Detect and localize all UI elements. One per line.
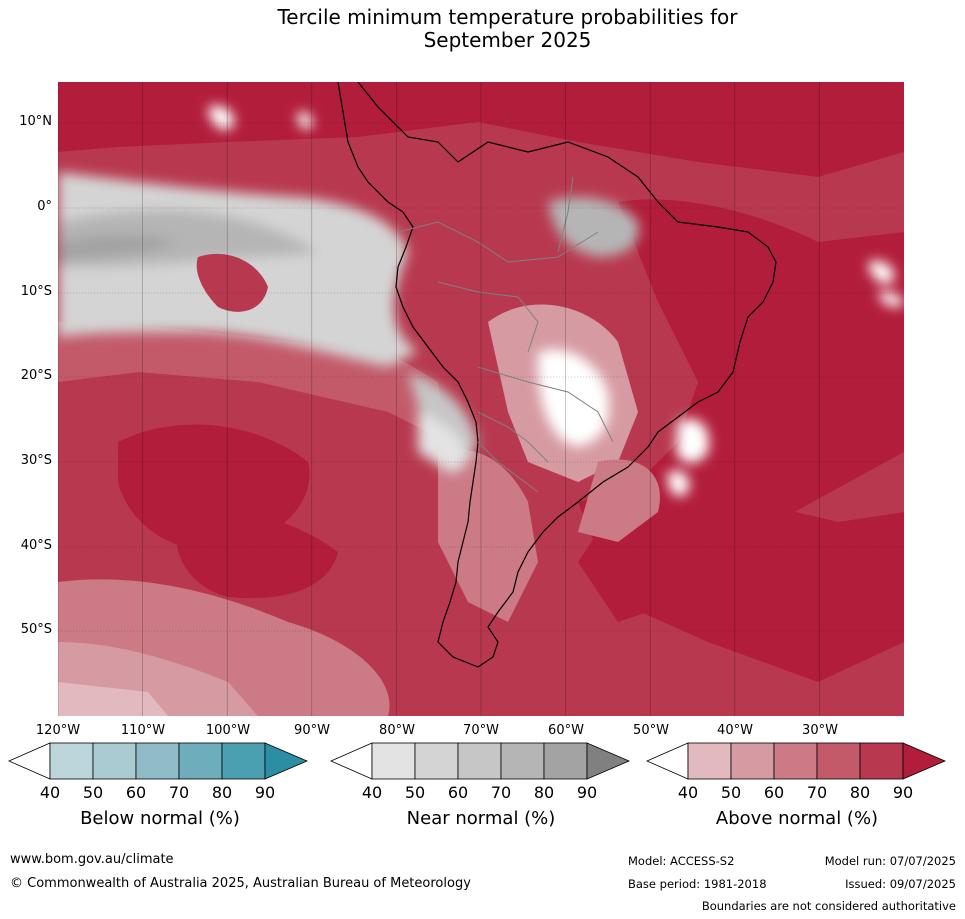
colorbar-tick-label: 90 bbox=[254, 783, 276, 802]
colorbar-tick-label: 40 bbox=[361, 783, 383, 802]
footer-base-period: Base period: 1981-2018 bbox=[628, 877, 767, 891]
colorbar-above-normal bbox=[646, 742, 947, 780]
map-title: Tercile minimum temperature probabilitie… bbox=[0, 6, 965, 52]
colorbar-over-triangle bbox=[264, 742, 309, 780]
footer-issued: Issued: 09/07/2025 bbox=[845, 877, 956, 891]
lon-label-70w: 70°W bbox=[463, 723, 499, 738]
colorbar-under-triangle bbox=[646, 742, 689, 780]
colorbar-tick-label: 50 bbox=[82, 783, 104, 802]
colorbar-segment bbox=[687, 742, 732, 780]
colorbar-segment bbox=[773, 742, 818, 780]
title-line-2: September 2025 bbox=[423, 28, 592, 52]
colorbar-segment bbox=[135, 742, 180, 780]
colorbar-tick-label: 70 bbox=[806, 783, 828, 802]
colorbar-tick-label: 70 bbox=[168, 783, 190, 802]
title-line-1: Tercile minimum temperature probabilitie… bbox=[277, 5, 738, 29]
colorbar-label-near-normal: Near normal (%) bbox=[406, 808, 556, 829]
colorbar-segment bbox=[92, 742, 137, 780]
colorbar-segment bbox=[371, 742, 416, 780]
lon-label-110w: 110°W bbox=[120, 723, 166, 738]
footer-disclaimer: Boundaries are not considered authoritat… bbox=[701, 899, 956, 913]
lat-label-10n: 10°N bbox=[19, 114, 52, 129]
lon-label-30w: 30°W bbox=[802, 723, 838, 738]
colorbar-tick-label: 70 bbox=[490, 783, 512, 802]
lat-label-40s: 40°S bbox=[20, 538, 52, 553]
lat-label-10s: 10°S bbox=[20, 284, 52, 299]
lat-label-0: 0° bbox=[37, 199, 52, 214]
footer-website: www.bom.gov.au/climate bbox=[10, 852, 174, 867]
colorbar-tick-label: 50 bbox=[404, 783, 426, 802]
lat-label-20s: 20°S bbox=[20, 368, 52, 383]
lon-label-90w: 90°W bbox=[294, 723, 330, 738]
colorbar-segment bbox=[457, 742, 502, 780]
lon-label-80w: 80°W bbox=[379, 723, 415, 738]
lat-gridlines bbox=[58, 122, 904, 632]
colorbar-tick-label: 90 bbox=[892, 783, 914, 802]
lat-label-50s: 50°S bbox=[20, 622, 52, 637]
probability-map bbox=[58, 82, 904, 716]
lon-gridlines bbox=[58, 82, 820, 716]
colorbar-segment bbox=[221, 742, 266, 780]
colorbar-segment bbox=[543, 742, 588, 780]
colorbar-near-normal bbox=[330, 742, 631, 780]
footer-model: Model: ACCESS-S2 bbox=[628, 854, 735, 868]
colorbar-tick-label: 80 bbox=[533, 783, 555, 802]
colorbar-over-triangle bbox=[902, 742, 947, 780]
footer-copyright: © Commonwealth of Australia 2025, Austra… bbox=[10, 876, 471, 891]
colorbar-label-above-normal: Above normal (%) bbox=[715, 808, 879, 829]
colorbar-over-triangle bbox=[586, 742, 631, 780]
colorbar-tick-label: 90 bbox=[576, 783, 598, 802]
colorbar-segment bbox=[414, 742, 459, 780]
colorbar-tick-label: 60 bbox=[125, 783, 147, 802]
colorbar-segment bbox=[816, 742, 861, 780]
lon-label-50w: 50°W bbox=[633, 723, 669, 738]
colorbar-tick-label: 50 bbox=[720, 783, 742, 802]
colorbar-segment bbox=[859, 742, 904, 780]
lat-label-30s: 30°S bbox=[20, 453, 52, 468]
colorbar-tick-label: 60 bbox=[447, 783, 469, 802]
below-40-zones bbox=[208, 105, 904, 497]
colorbar-tick-label: 80 bbox=[849, 783, 871, 802]
lon-label-40w: 40°W bbox=[717, 723, 753, 738]
colorbar-segment bbox=[730, 742, 775, 780]
footer-model-run: Model run: 07/07/2025 bbox=[824, 854, 956, 868]
colorbar-tick-label: 40 bbox=[677, 783, 699, 802]
colorbar-segment bbox=[500, 742, 545, 780]
lon-label-120w: 120°W bbox=[35, 723, 81, 738]
colorbar-segment bbox=[49, 742, 94, 780]
lon-label-100w: 100°W bbox=[205, 723, 251, 738]
colorbar-under-triangle bbox=[8, 742, 51, 780]
country-borders bbox=[397, 176, 614, 493]
colorbar-tick-label: 80 bbox=[211, 783, 233, 802]
lon-label-60w: 60°W bbox=[548, 723, 584, 738]
colorbar-tick-label: 40 bbox=[39, 783, 61, 802]
colorbar-label-below-normal: Below normal (%) bbox=[80, 808, 240, 829]
colorbar-below-normal bbox=[8, 742, 309, 780]
coastline-south-america bbox=[337, 82, 777, 668]
colorbar-segment bbox=[178, 742, 223, 780]
pacific-warm-patch bbox=[196, 253, 268, 312]
colorbar-tick-label: 60 bbox=[763, 783, 785, 802]
colorbar-under-triangle bbox=[330, 742, 373, 780]
above-normal-90-zones bbox=[58, 82, 904, 682]
